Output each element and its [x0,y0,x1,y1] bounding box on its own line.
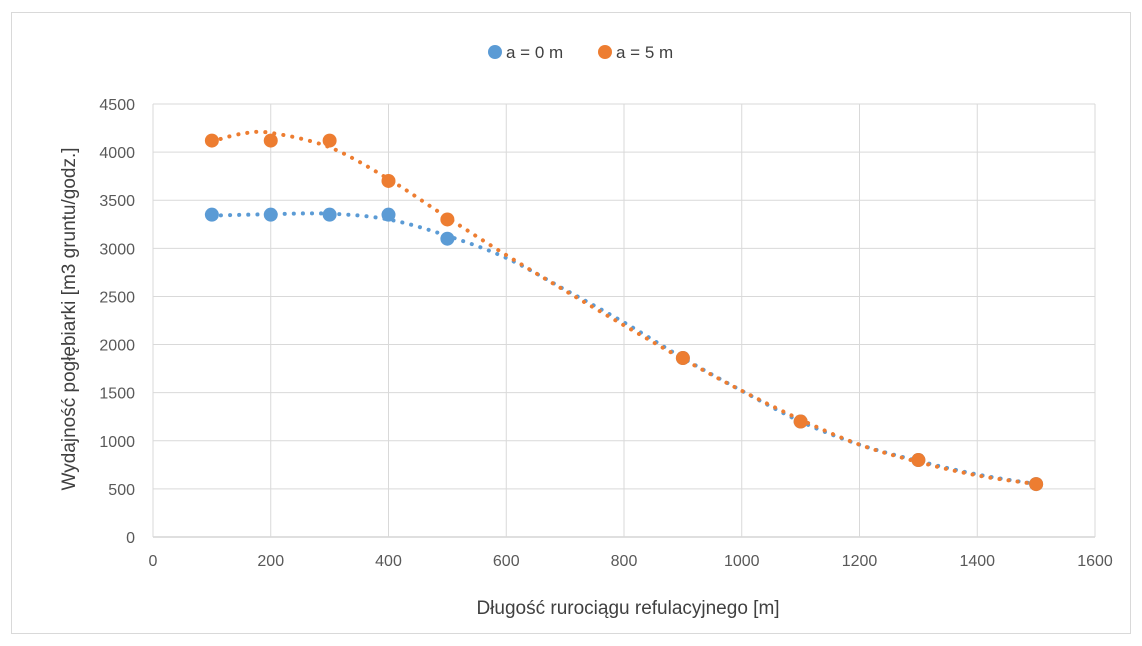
data-point-series-2 [1029,477,1044,492]
x-tick-label: 1400 [959,553,995,570]
x-tick-label: 200 [257,553,284,570]
trendline-series-2 [209,129,1039,487]
data-point-series-1 [381,207,396,222]
trendlines [209,129,1039,487]
data-points [204,133,1044,492]
y-tick-label: 4500 [99,97,135,114]
legend: a = 0 m a = 5 m [488,43,673,62]
y-tick-label: 500 [108,482,135,499]
data-point-series-2 [675,351,690,366]
legend-label: a = 0 m [506,43,563,62]
x-tick-label: 400 [375,553,402,570]
data-point-series-1 [322,207,337,222]
y-tick-label: 2500 [99,289,135,306]
legend-marker [488,45,502,59]
y-tick-label: 1000 [99,434,135,451]
x-tick-label: 1600 [1077,553,1113,570]
data-point-series-2 [381,173,396,188]
x-axis-title: Długość rurociągu refulacyjnego [m] [476,598,779,619]
data-point-series-1 [204,207,219,222]
y-tick-label: 3000 [99,241,135,258]
y-tick-label: 2000 [99,338,135,355]
legend-marker [598,45,612,59]
y-tick-label: 4000 [99,145,135,162]
legend-label: a = 5 m [616,43,673,62]
x-tick-label: 600 [493,553,520,570]
y-tick-label: 3500 [99,193,135,210]
x-tick-label: 1200 [842,553,878,570]
y-axis-title: Wydajność pogłębiarki [m3 gruntu/godz.] [59,147,80,490]
data-point-series-1 [263,207,278,222]
data-point-series-2 [204,133,219,148]
data-point-series-2 [322,133,337,148]
y-tick-label: 1500 [99,386,135,403]
data-point-series-2 [911,453,926,468]
data-point-series-1 [440,231,455,246]
chart-area [11,12,1131,634]
data-point-series-2 [793,414,808,429]
data-point-series-2 [263,133,278,148]
tick-labels: 0 500 1000 1500 2000 2500 3000 3500 4000 4500 0 200… [99,97,1112,570]
x-tick-label: 0 [149,553,158,570]
data-point-series-2 [440,212,455,227]
x-tick-label: 1000 [724,553,760,570]
x-tick-label: 800 [611,553,638,570]
y-tick-label: 0 [126,530,135,547]
gridlines [152,103,1096,538]
